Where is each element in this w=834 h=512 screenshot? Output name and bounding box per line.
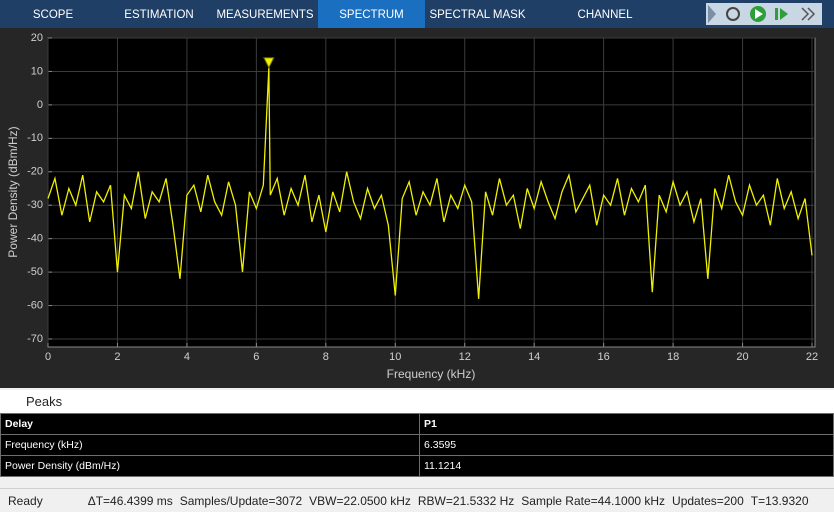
x-tick-label: 10 (389, 351, 401, 363)
status-state: Ready (8, 494, 43, 508)
tab[interactable]: SPECTRUM (318, 0, 425, 28)
x-tick-label: 12 (459, 351, 471, 363)
icons (706, 3, 822, 25)
axes (48, 38, 815, 347)
y-tick-label: 10 (31, 65, 43, 77)
x-tick-label: 4 (184, 351, 190, 363)
tab[interactable]: ESTIMATION (106, 0, 212, 28)
peaks-header: Peaks (0, 390, 834, 413)
header-cell: P1 (420, 414, 834, 435)
table-row: Frequency (kHz)6.3595 (1, 435, 834, 456)
status-item: ΔT=46.4399 ms (88, 494, 173, 508)
tab[interactable]: SPECTRAL MASK (425, 0, 530, 28)
spectrum-plot: Frequency (kHz) Power Density (dBm/Hz) -… (0, 28, 834, 388)
table-cell: 6.3595 (420, 435, 834, 456)
run-controls (706, 3, 822, 25)
tab[interactable]: SCOPE (0, 0, 106, 28)
status-item: VBW=22.0500 kHz (309, 494, 411, 508)
header-cell: Delay (1, 414, 420, 435)
settings-icon[interactable] (727, 8, 739, 20)
x-tick-label: 16 (598, 351, 610, 363)
toolbar: SCOPEESTIMATIONMEASUREMENTSSPECTRUMSPECT… (0, 0, 834, 28)
table-cell: Frequency (kHz) (1, 435, 420, 456)
status-bar: Ready ΔT=46.4399 ms Samples/Update=3072 VB… (0, 488, 834, 512)
peaks-title: Peaks (26, 394, 62, 409)
y-tick-label: -10 (27, 132, 43, 144)
y-tick-label: -40 (27, 233, 43, 245)
table-cell: Power Density (dBm/Hz) (1, 456, 420, 477)
y-tick-label: -70 (27, 333, 43, 345)
step-button[interactable] (775, 8, 778, 20)
y-tick-label: -30 (27, 199, 43, 211)
status-item: Updates=200 (672, 494, 744, 508)
status-item: Samples/Update=3072 (180, 494, 302, 508)
x-tick-label: 0 (45, 351, 51, 363)
x-axis-label: Frequency (kHz) (387, 367, 476, 381)
x-tick-label: 22 (806, 351, 818, 363)
collapse-arrow[interactable] (708, 5, 716, 23)
status-item: Sample Rate=44.1000 kHz (521, 494, 665, 508)
y-tick-label: -60 (27, 299, 43, 311)
table-header-row: DelayP1 (1, 414, 834, 435)
more-icon[interactable] (802, 8, 814, 20)
y-tick-label: 20 (31, 32, 43, 44)
x-tick-label: 20 (736, 351, 748, 363)
x-tick-label: 6 (253, 351, 259, 363)
status-item: RBW=21.5332 Hz (418, 494, 514, 508)
peaks-table: DelayP1Frequency (kHz)6.3595Power Densit… (0, 413, 834, 477)
tab[interactable]: MEASUREMENTS (212, 0, 318, 28)
y-tick-label: -20 (27, 166, 43, 178)
y-tick-label: -50 (27, 266, 43, 278)
table-row: Power Density (dBm/Hz)11.1214 (1, 456, 834, 477)
table-cell: 11.1214 (420, 456, 834, 477)
x-tick-label: 18 (667, 351, 679, 363)
status-item: T=13.9320 (751, 494, 809, 508)
step-glyph (780, 8, 788, 20)
y-axis-label: Power Density (dBm/Hz) (6, 126, 20, 257)
tab[interactable]: CHANNEL MEASUREMENTS (530, 0, 680, 28)
x-tick-label: 14 (528, 351, 540, 363)
x-tick-label: 2 (114, 351, 120, 363)
y-tick-label: 0 (37, 99, 43, 111)
x-tick-label: 8 (323, 351, 329, 363)
